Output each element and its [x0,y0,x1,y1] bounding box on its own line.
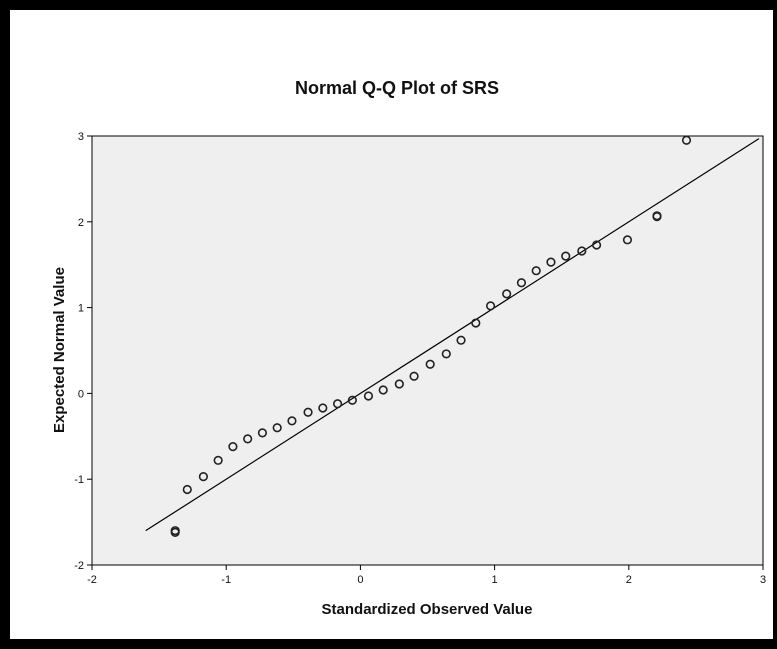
x-axis: -2 -1 0 1 2 3 [87,565,766,586]
data-point [591,240,602,250]
y-axis: -2 -1 0 1 2 3 [74,131,92,572]
data-point [561,251,571,261]
data-point [257,428,268,438]
data-point [243,434,253,444]
data-point [485,301,496,311]
data-point [652,212,662,222]
data-point [303,407,313,417]
x-tick-label: -1 [221,574,231,586]
y-tick-label: 1 [78,303,84,315]
x-tick-label: 3 [760,574,766,586]
data-point [546,257,556,267]
data-point [394,379,404,389]
data-point [170,527,180,537]
data-point [198,472,208,482]
data-point [363,391,374,401]
x-tick-label: 0 [357,574,363,586]
data-point [272,423,282,433]
x-tick-label: -2 [87,574,97,586]
data-point [622,235,633,245]
data-point [425,359,435,369]
data-point [409,371,419,381]
data-points [170,135,692,537]
y-tick-label: -1 [74,474,84,486]
x-tick-label: 2 [626,574,632,586]
data-point [318,403,328,413]
y-axis-label: Expected Normal Value [51,267,68,433]
data-point [471,318,481,328]
y-tick-label: -2 [74,560,84,572]
data-point [577,246,587,256]
data-point [531,266,541,276]
data-point [228,441,238,452]
chart-title: Normal Q-Q Plot of SRS [295,78,499,98]
x-tick-label: 1 [492,574,498,586]
data-point [213,455,223,465]
reference-line [145,138,760,532]
data-point [332,399,343,409]
data-point [456,335,466,345]
data-point [441,349,451,359]
y-tick-label: 3 [78,131,84,143]
data-point [347,395,357,405]
data-point [287,416,297,426]
data-point [502,289,512,299]
y-tick-label: 2 [78,217,84,229]
data-point [182,484,192,495]
data-point [681,135,692,145]
data-point [516,278,527,288]
x-axis-label: Standardized Observed Value [322,601,533,618]
y-tick-label: 0 [78,388,84,400]
reference-line-group [145,138,760,532]
data-point [378,385,388,395]
